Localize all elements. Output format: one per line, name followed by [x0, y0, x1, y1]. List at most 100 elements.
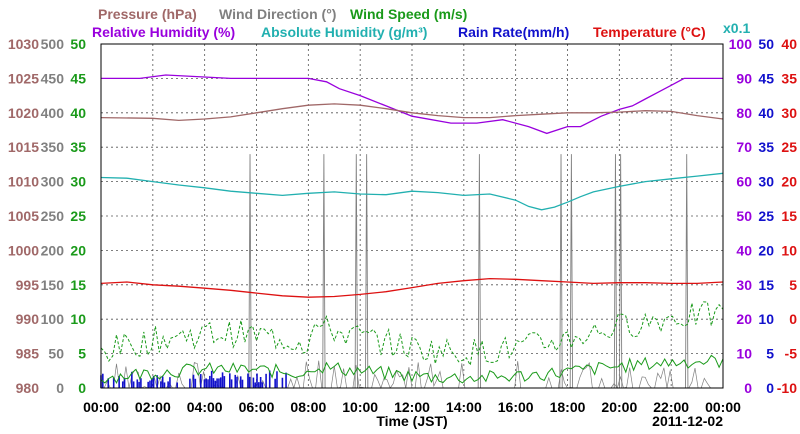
left-axis-tick: 400: [41, 105, 65, 121]
left-axes: 1030102510201015101010051000995990985980…: [8, 36, 86, 396]
x-axis-tick: 06:00: [239, 399, 275, 415]
legend-rain-rate: Rain Rate(mm/h): [458, 24, 569, 40]
wind-direction-spike: [248, 154, 252, 389]
left-axis-tick: 1015: [8, 139, 39, 155]
right-axis-tick: -10: [777, 380, 797, 396]
right-axis-tick: -5: [785, 346, 798, 362]
right-axis-tick: 70: [736, 139, 752, 155]
right-axis-tick: 35: [781, 70, 797, 86]
left-axis-tick: 15: [70, 277, 86, 293]
right-axis-tick: 15: [781, 208, 797, 224]
right-axis-tick: 10: [781, 242, 797, 258]
left-axis-tick: 25: [70, 208, 86, 224]
legend-wind-direction: Wind Direction (°): [219, 6, 336, 22]
x-axis-tick: 12:00: [394, 399, 430, 415]
x-axis: 00:00 02:00 04:00 06:00 08:00 10:00 12:00 14:00…: [83, 399, 741, 415]
x-axis-tick: 18:00: [550, 399, 586, 415]
x-axis-tick: 00:00: [705, 399, 741, 415]
right-axis-tick: 10: [736, 346, 752, 362]
right-axes: 1009080706050403020100504540353025201510…: [729, 36, 798, 396]
pressure-hpa-line: [100, 103, 724, 122]
right-axis-tick: 25: [781, 139, 797, 155]
wind-direction-series: [101, 154, 720, 390]
left-axis-tick: 1000: [8, 242, 39, 258]
left-axis-tick: 450: [41, 70, 65, 86]
legend-wind-speed: Wind Speed (m/s): [350, 6, 467, 22]
right-axis-tick: 0: [766, 380, 774, 396]
left-axis-tick: 995: [16, 277, 40, 293]
x-axis-tick: 14:00: [446, 399, 482, 415]
legend-temperature: Temperature (°C): [593, 24, 706, 40]
right-axis-tick: 40: [781, 36, 797, 52]
left-axis-tick: 1020: [8, 105, 39, 121]
left-axis-tick: 30: [70, 174, 86, 190]
legend-absolute-humidity: Absolute Humidity (g/m³): [261, 24, 427, 40]
line-series: [100, 74, 724, 298]
x-axis-tick: 02:00: [135, 399, 171, 415]
right-axis-tick: 60: [736, 174, 752, 190]
right-axis-tick: 0: [789, 311, 797, 327]
wind-direction-spike: [569, 154, 574, 389]
legend-relative-humidity: Relative Humidity (%): [92, 24, 235, 40]
right-axis-tick: 40: [736, 242, 752, 258]
right-axis-tick: 30: [736, 277, 752, 293]
x-axis-label: Time (JST): [376, 413, 447, 429]
left-axis-tick: 0: [78, 380, 86, 396]
x-axis-tick: 08:00: [290, 399, 326, 415]
left-axis-tick: 985: [16, 346, 40, 362]
right-axis-tick: 20: [758, 242, 774, 258]
relative-humidity-line: [101, 74, 723, 135]
left-axis-tick: 100: [41, 311, 65, 327]
left-axis-tick: 300: [41, 174, 65, 190]
left-axis-tick: 40: [70, 105, 86, 121]
date-label: 2011-12-02: [652, 413, 723, 429]
left-axis-tick: 150: [41, 277, 65, 293]
x-axis-tick: 04:00: [187, 399, 223, 415]
right-axis-tick: 80: [736, 105, 752, 121]
right-axis-tick: 0: [744, 380, 752, 396]
right-axis-tick: 15: [758, 277, 774, 293]
right-axis-tick: 40: [758, 105, 774, 121]
left-axis-tick: 250: [41, 208, 65, 224]
left-axis-tick: 350: [41, 139, 65, 155]
right-axis-tick: 25: [758, 208, 774, 224]
right-axis-tick: 100: [729, 36, 753, 52]
absolute-humidity-g-m-line: [100, 172, 724, 211]
left-axis-tick: 0: [56, 380, 64, 396]
wind-direction-spike: [613, 154, 618, 389]
left-axis-tick: 1010: [8, 174, 39, 190]
left-axis-tick: 200: [41, 242, 65, 258]
right-axis-tick: 35: [758, 139, 774, 155]
wind-speed-line: [100, 354, 724, 385]
plot-frame: [100, 43, 724, 389]
left-axis-tick: 500: [41, 36, 65, 52]
right-axis-tick: 20: [736, 311, 752, 327]
right-axis-tick: 5: [766, 346, 774, 362]
right-axis-tick: 5: [789, 277, 797, 293]
right-axis-tick: 20: [781, 174, 797, 190]
wind-direction-spike: [618, 154, 623, 389]
left-axis-tick: 10: [70, 311, 86, 327]
left-axis-tick: 20: [70, 242, 86, 258]
wind-direction-spike: [364, 154, 369, 389]
wind-speed-series: [100, 301, 724, 385]
left-axis-tick: 1025: [8, 70, 39, 86]
wind-direction-spike: [354, 154, 358, 389]
left-axis-tick: 1030: [8, 36, 39, 52]
legend: Pressure (hPa) Wind Direction (°) Wind S…: [92, 6, 750, 40]
right-axis-tick: 30: [758, 174, 774, 190]
temperature-c-line: [100, 277, 724, 298]
grid: [101, 44, 723, 388]
x-axis-tick: 22:00: [653, 399, 689, 415]
x-axis-tick: 10:00: [342, 399, 378, 415]
right-axis-tick: 50: [758, 36, 774, 52]
x-axis-tick: 00:00: [83, 399, 119, 415]
wind-direction-spike: [685, 154, 689, 389]
left-axis-tick: 50: [48, 346, 64, 362]
right-axis-tick: 45: [758, 70, 774, 86]
right-axis-tick: 30: [781, 105, 797, 121]
left-axis-tick: 35: [70, 139, 86, 155]
wind-direction-spike: [559, 154, 563, 389]
left-axis-tick: 980: [16, 380, 40, 396]
